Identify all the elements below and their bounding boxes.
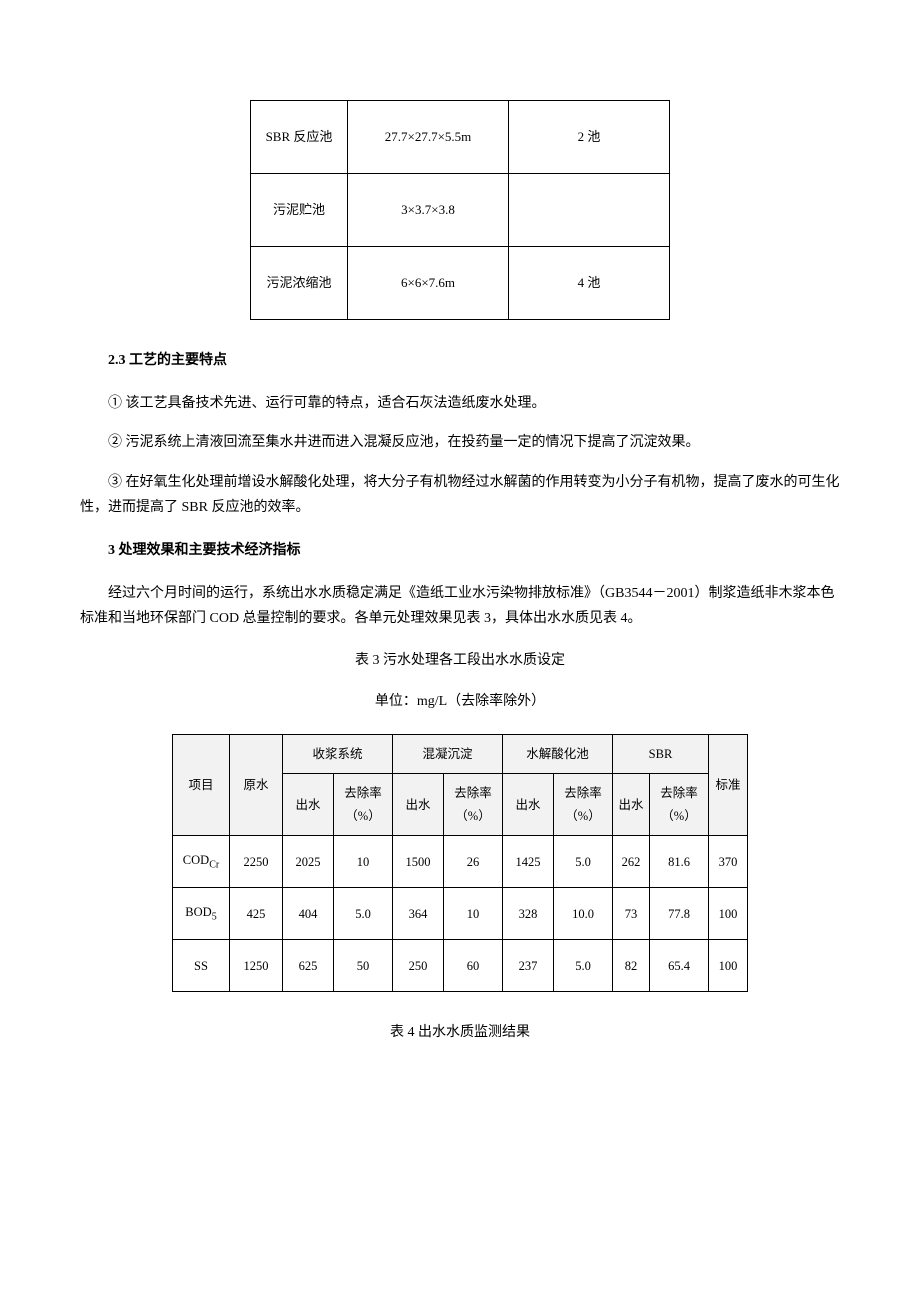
data-cell: 625 <box>283 940 334 992</box>
data-cell: 82 <box>613 940 650 992</box>
data-cell: 10 <box>444 888 503 940</box>
group-shoujiang: 收浆系统 <box>283 734 393 774</box>
page-container: SBR 反应池 27.7×27.7×5.5m 2 池 污泥贮池 3×3.7×3.… <box>0 0 920 1302</box>
table3-unit: 单位：mg/L（去除率除外） <box>80 689 840 714</box>
data-cell: 1500 <box>393 836 444 888</box>
data-cell: 262 <box>613 836 650 888</box>
data-cell: 2025 <box>283 836 334 888</box>
struct-name: SBR 反应池 <box>251 101 348 174</box>
data-cell: 370 <box>709 836 748 888</box>
section-2-3-heading: 2.3 工艺的主要特点 <box>80 348 840 373</box>
table3-body: CODCr225020251015002614255.026281.6370BO… <box>173 836 748 992</box>
data-cell: 5.0 <box>334 888 393 940</box>
data-cell: BOD5 <box>173 888 230 940</box>
group-shuijie: 水解酸化池 <box>503 734 613 774</box>
data-cell: 364 <box>393 888 444 940</box>
data-cell: 1250 <box>230 940 283 992</box>
data-cell: 10.0 <box>554 888 613 940</box>
table-structures: SBR 反应池 27.7×27.7×5.5m 2 池 污泥贮池 3×3.7×3.… <box>250 100 670 320</box>
table-row: 污泥贮池 3×3.7×3.8 <box>251 174 670 247</box>
data-cell: 2250 <box>230 836 283 888</box>
sub-rate: 去除率（%） <box>334 774 393 836</box>
col-project: 项目 <box>173 734 230 836</box>
struct-qty: 2 池 <box>509 101 670 174</box>
paragraph-4: 经过六个月时间的运行，系统出水水质稳定满足《造纸工业水污染物排放标准》（GB35… <box>80 581 840 631</box>
struct-spec: 6×6×7.6m <box>348 247 509 320</box>
data-cell: 65.4 <box>650 940 709 992</box>
data-cell: 60 <box>444 940 503 992</box>
table-header-row: 项目 原水 收浆系统 混凝沉淀 水解酸化池 SBR 标准 <box>173 734 748 774</box>
data-cell: 5.0 <box>554 940 613 992</box>
sub-out: 出水 <box>393 774 444 836</box>
sub-out: 出水 <box>503 774 554 836</box>
data-cell: 1425 <box>503 836 554 888</box>
data-cell: 73 <box>613 888 650 940</box>
sub-rate: 去除率（%） <box>554 774 613 836</box>
data-cell: 5.0 <box>554 836 613 888</box>
data-cell: 100 <box>709 940 748 992</box>
struct-qty: 4 池 <box>509 247 670 320</box>
data-cell: 250 <box>393 940 444 992</box>
table-3: 项目 原水 收浆系统 混凝沉淀 水解酸化池 SBR 标准 出水 去除率（%） 出… <box>172 734 748 993</box>
data-cell: 50 <box>334 940 393 992</box>
struct-name: 污泥贮池 <box>251 174 348 247</box>
paragraph-1: ① 该工艺具备技术先进、运行可靠的特点，适合石灰法造纸废水处理。 <box>80 391 840 416</box>
section-3-heading: 3 处理效果和主要技术经济指标 <box>80 538 840 563</box>
table-row: CODCr225020251015002614255.026281.6370 <box>173 836 748 888</box>
sub-out: 出水 <box>283 774 334 836</box>
table-row: BOD54254045.03641032810.07377.8100 <box>173 888 748 940</box>
data-cell: 81.6 <box>650 836 709 888</box>
data-cell: 425 <box>230 888 283 940</box>
sub-rate: 去除率（%） <box>650 774 709 836</box>
struct-spec: 3×3.7×3.8 <box>348 174 509 247</box>
data-cell: 77.8 <box>650 888 709 940</box>
sub-rate: 去除率（%） <box>444 774 503 836</box>
data-cell: 404 <box>283 888 334 940</box>
data-cell: 100 <box>709 888 748 940</box>
group-sbr: SBR <box>613 734 709 774</box>
paragraph-3: ③ 在好氧生化处理前增设水解酸化处理，将大分子有机物经过水解菌的作用转变为小分子… <box>80 470 840 520</box>
struct-name: 污泥浓缩池 <box>251 247 348 320</box>
paragraph-2: ② 污泥系统上清液回流至集水井进而进入混凝反应池，在投药量一定的情况下提高了沉淀… <box>80 430 840 455</box>
table3-title: 表 3 污水处理各工段出水水质设定 <box>80 648 840 673</box>
group-hunning: 混凝沉淀 <box>393 734 503 774</box>
col-standard: 标准 <box>709 734 748 836</box>
table-row: SBR 反应池 27.7×27.7×5.5m 2 池 <box>251 101 670 174</box>
data-cell: SS <box>173 940 230 992</box>
table-row: SS125062550250602375.08265.4100 <box>173 940 748 992</box>
table-row: 污泥浓缩池 6×6×7.6m 4 池 <box>251 247 670 320</box>
sub-out: 出水 <box>613 774 650 836</box>
data-cell: 26 <box>444 836 503 888</box>
data-cell: 237 <box>503 940 554 992</box>
data-cell: 10 <box>334 836 393 888</box>
struct-qty <box>509 174 670 247</box>
data-cell: 328 <box>503 888 554 940</box>
struct-spec: 27.7×27.7×5.5m <box>348 101 509 174</box>
table4-title: 表 4 出水水质监测结果 <box>80 1020 840 1045</box>
data-cell: CODCr <box>173 836 230 888</box>
col-raw: 原水 <box>230 734 283 836</box>
